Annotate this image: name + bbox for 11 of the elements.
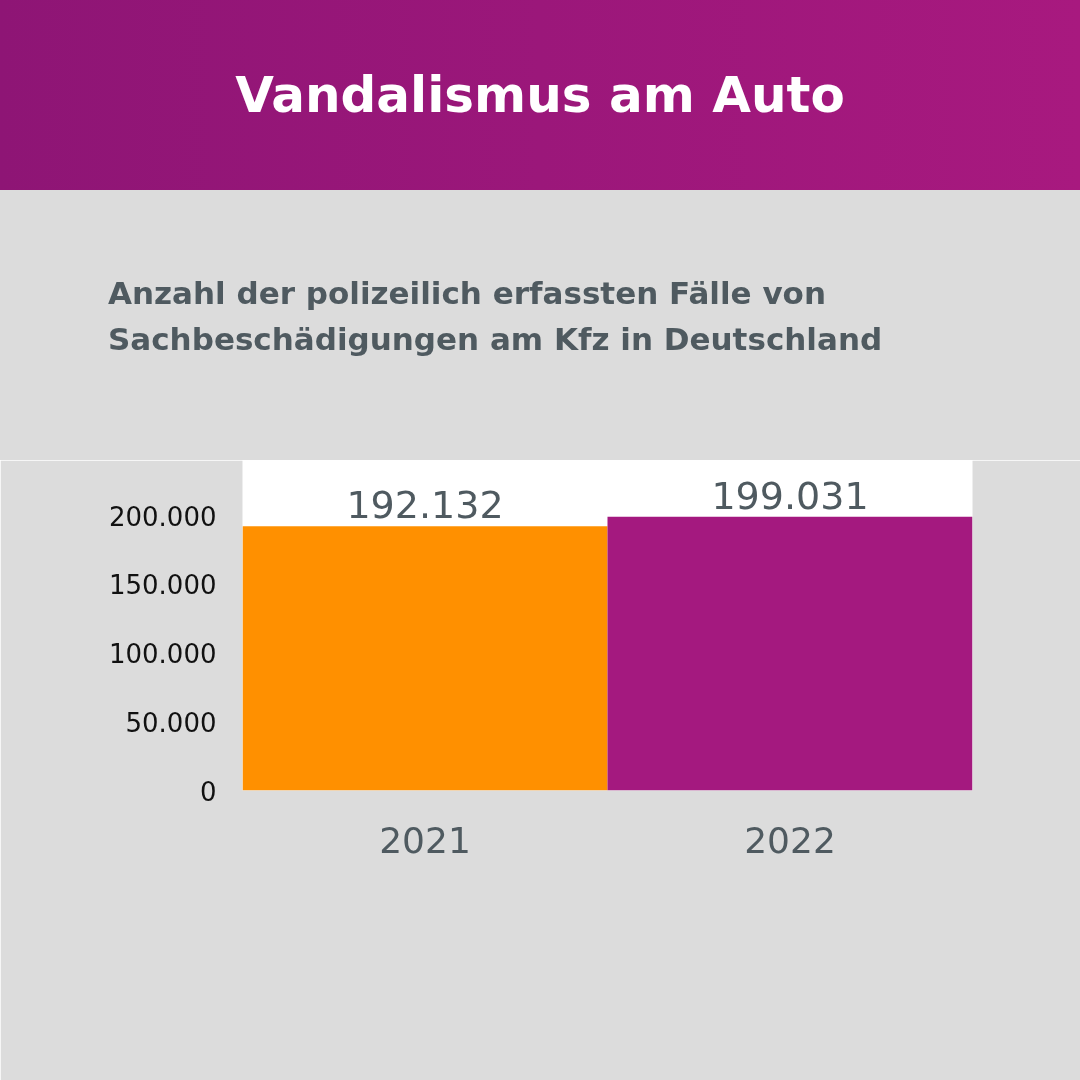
x-tick-label: 2021 xyxy=(379,819,471,861)
data-label: 199.031 xyxy=(711,473,869,518)
y-tick-label: 150.000 xyxy=(108,570,217,601)
data-label: 192.132 xyxy=(346,483,504,528)
x-tick-label: 2022 xyxy=(744,819,836,861)
y-tick-label: 100.000 xyxy=(108,639,217,669)
y-tick-label: 0 xyxy=(199,776,217,807)
chart-title: Vandalismus am Auto xyxy=(0,0,1080,190)
y-tick-label: 200.000 xyxy=(108,501,217,532)
y-tick-label: 50.000 xyxy=(125,707,217,738)
chart-subtitle: Anzahl der polizeilich erfassten Fälle von Sachbeschädigungen am Kfz in Deutschland xyxy=(108,274,884,359)
